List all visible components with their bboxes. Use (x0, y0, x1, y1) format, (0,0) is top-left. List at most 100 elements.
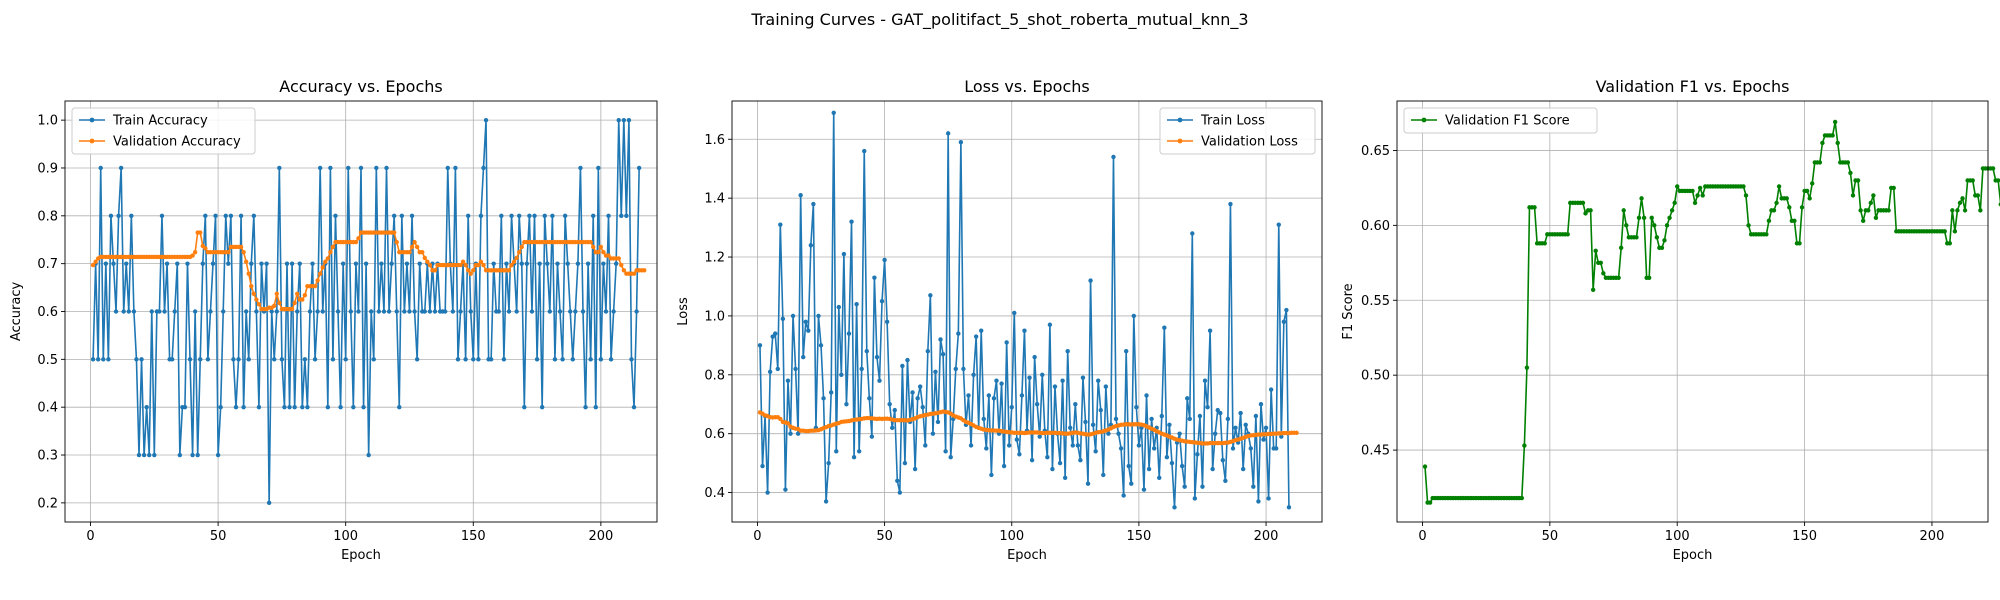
data-point (218, 404, 223, 410)
data-point (409, 244, 415, 250)
data-point (1022, 328, 1027, 333)
data-point (481, 165, 486, 171)
grid (1397, 101, 1988, 522)
data-point (1871, 193, 1876, 198)
data-point (1001, 463, 1007, 469)
data-point (1970, 178, 1975, 183)
data-point (859, 366, 864, 372)
data-point (330, 357, 336, 362)
data-point (925, 349, 931, 354)
x-tick-label: 150 (1126, 529, 1151, 544)
data-point (317, 165, 323, 171)
data-point (1565, 232, 1570, 237)
data-point (159, 213, 165, 219)
data-point (1192, 496, 1198, 501)
data-point (872, 275, 877, 280)
data-point (1975, 193, 1981, 198)
data-point (1083, 419, 1088, 425)
data-point (1223, 478, 1228, 483)
y-tick-label: 0.9 (37, 161, 58, 176)
y-tick-label: 0.6 (704, 427, 725, 442)
series-1 (90, 117, 642, 506)
data-point (243, 309, 249, 314)
data-point (760, 463, 765, 469)
data-point (317, 271, 323, 276)
data-point (1146, 466, 1152, 472)
data-point (1692, 200, 1698, 206)
data-point (458, 309, 463, 314)
data-point (1238, 410, 1243, 416)
data-point (1672, 200, 1677, 206)
data-point (504, 261, 509, 266)
data-point (583, 404, 588, 410)
data-point (481, 262, 486, 268)
data-point (626, 117, 632, 123)
data-point (892, 407, 897, 413)
y-tick-label: 1.0 (37, 114, 58, 129)
x-tick-label: 50 (1542, 529, 1559, 544)
data-point (1185, 396, 1190, 401)
data-point (427, 309, 433, 314)
data-point (1279, 434, 1284, 439)
data-point (453, 165, 458, 171)
data-point (300, 297, 305, 302)
data-point (246, 357, 251, 362)
data-point (1817, 160, 1823, 165)
data-point (1855, 178, 1861, 183)
data-point (1093, 449, 1098, 454)
data-point (831, 110, 836, 115)
y-tick-label: 0.6 (37, 305, 58, 320)
data-point (1101, 472, 1106, 478)
data-point (177, 452, 183, 458)
x-tick-label: 50 (876, 529, 893, 544)
data-point (775, 366, 780, 372)
data-point (591, 213, 596, 219)
data-point (277, 165, 282, 171)
data-point (593, 404, 598, 410)
data-point (172, 309, 177, 314)
data-point (458, 262, 463, 268)
data-point (1057, 460, 1063, 466)
data-point (1524, 365, 1530, 370)
data-point (366, 452, 371, 458)
data-point (249, 261, 254, 266)
data-point (351, 404, 356, 410)
data-point (1179, 463, 1185, 469)
data-point (1096, 378, 1101, 383)
legend-label: Validation Accuracy (113, 135, 241, 150)
series-2 (90, 230, 647, 312)
data-point (757, 343, 763, 348)
y-tick-label: 1.4 (704, 192, 725, 207)
data-point (1164, 455, 1170, 460)
data-point (190, 452, 195, 458)
data-point (348, 309, 353, 314)
data-point (816, 313, 821, 319)
data-point (1149, 416, 1154, 422)
data-point (1205, 404, 1210, 410)
chart-panel-2: 0 50 100 150 200 0.4 0.6 0.8 1.0 1.2 1.4 1.6 Loss vs… (676, 77, 1323, 563)
data-point (864, 349, 869, 354)
data-point (328, 165, 333, 171)
data-point (1034, 402, 1040, 407)
series-1 (1422, 119, 2000, 505)
data-point (1583, 211, 1588, 216)
data-point (506, 268, 512, 273)
data-point (849, 219, 854, 224)
data-point (943, 449, 948, 454)
data-point (1103, 384, 1109, 389)
data-point (778, 416, 783, 422)
data-point (834, 449, 839, 454)
x-axis-label: Epoch (1007, 548, 1047, 563)
data-point (1787, 205, 1792, 210)
axes-frame (1396, 100, 1989, 523)
data-point (598, 244, 604, 250)
data-point (213, 213, 218, 219)
data-point (1126, 463, 1131, 469)
data-point (231, 357, 236, 362)
data-point (90, 357, 96, 362)
data-point (1695, 193, 1700, 198)
data-point (1261, 437, 1266, 442)
data-point (529, 309, 535, 314)
data-point (642, 268, 647, 273)
data-point (358, 165, 364, 171)
